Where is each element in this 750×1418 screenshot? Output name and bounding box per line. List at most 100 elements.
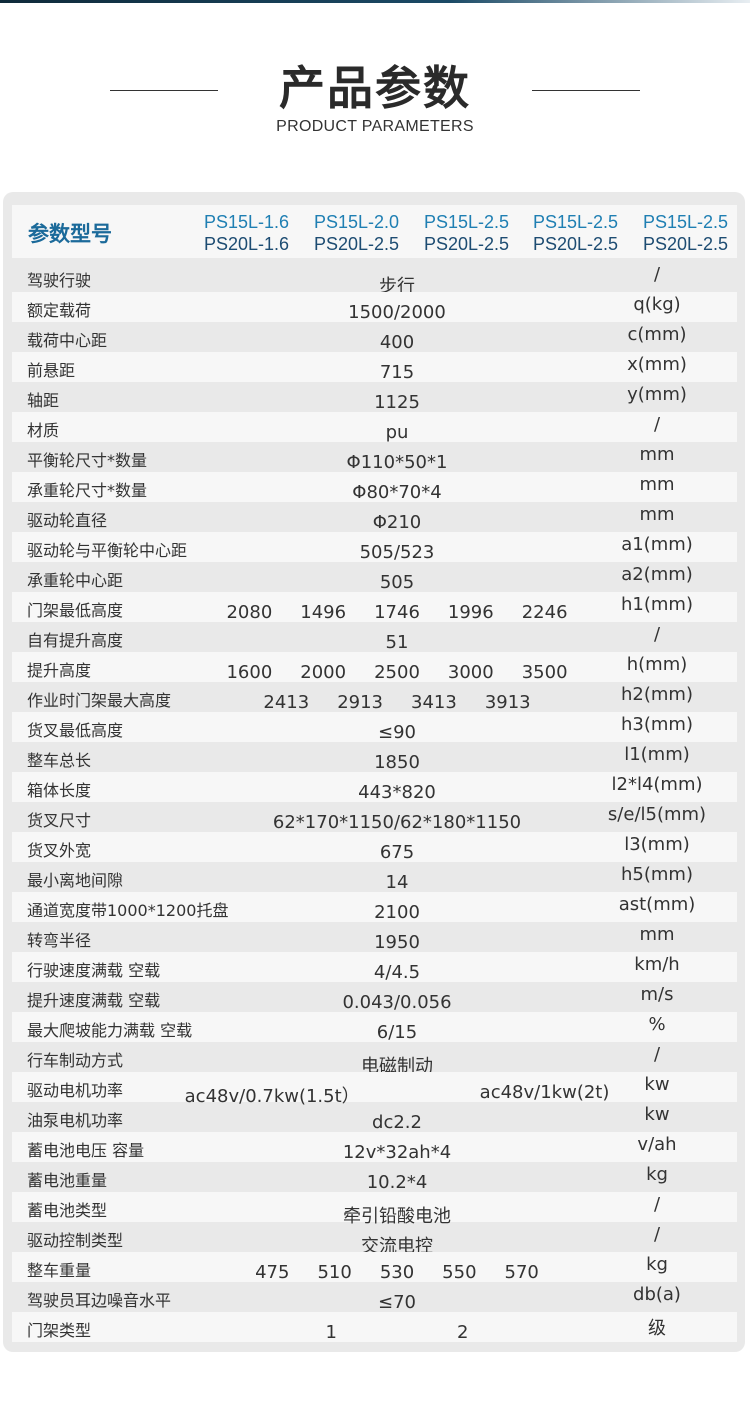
model-column-header: PS15L-2.0 PS20L-2.5 bbox=[314, 211, 424, 255]
row-label: 货叉尺寸 bbox=[27, 811, 92, 830]
model-name-15: PS15L-1.6 bbox=[204, 212, 290, 232]
row-value: ≤90 bbox=[378, 722, 416, 743]
row-values: 12v*32ah*4 bbox=[202, 1142, 592, 1163]
row-values: 4/4.5 bbox=[202, 962, 592, 983]
row-label: 驱动电机功率 bbox=[27, 1081, 124, 1100]
row-values: 62*170*1150/62*180*1150 bbox=[202, 812, 592, 833]
table-row: 驱动轮与平衡轮中心距 505/523 a1(mm) bbox=[12, 532, 737, 563]
row-value: 10.2*4 bbox=[366, 1172, 428, 1193]
table-row: 驱动轮直径 Φ210 mm bbox=[12, 502, 737, 533]
row-label: 驱动轮与平衡轮中心距 bbox=[27, 541, 188, 560]
row-values: Φ210 bbox=[202, 512, 592, 533]
row-value: 12v*32ah*4 bbox=[342, 1142, 452, 1163]
row-value: Φ210 bbox=[372, 512, 422, 533]
row-label: 箱体长度 bbox=[27, 781, 92, 800]
table-row: 门架最低高度 2080 1496 1746 1996 2246 h1(mm) bbox=[12, 592, 737, 623]
parameters-table: 参数型号 PS15L-1.6 PS20L-1.6 PS15L-2.0 PS20L-2.… bbox=[3, 192, 745, 1352]
row-unit: / bbox=[653, 264, 661, 285]
row-values: 505 bbox=[202, 572, 592, 593]
row-value: 62*170*1150/62*180*1150 bbox=[272, 812, 522, 833]
model-name-20: PS20L-2.5 bbox=[424, 234, 510, 254]
row-label: 轴距 bbox=[27, 391, 60, 410]
table-row: 材质 pu / bbox=[12, 412, 737, 443]
row-values: 505/523 bbox=[202, 542, 592, 563]
table-row: 提升高度 1600 2000 2500 3000 3500 h(mm) bbox=[12, 652, 737, 683]
row-unit: l1(mm) bbox=[624, 744, 690, 765]
table-row: 货叉尺寸 62*170*1150/62*180*1150 s/e/l5(mm) bbox=[12, 802, 737, 833]
row-values: 1125 bbox=[202, 392, 592, 413]
row-value: 1500/2000 bbox=[348, 302, 446, 323]
row-label: 行驶速度满载 空载 bbox=[27, 961, 161, 980]
row-unit: / bbox=[653, 1194, 661, 1215]
row-value: 530 bbox=[379, 1262, 415, 1283]
row-label: 转弯半径 bbox=[27, 931, 92, 950]
row-value: 2100 bbox=[374, 902, 420, 923]
row-unit: mm bbox=[639, 504, 675, 525]
row-value: 4/4.5 bbox=[373, 962, 421, 983]
table-row: 额定载荷 1500/2000 q(kg) bbox=[12, 292, 737, 323]
model-column-header: PS15L-2.5 PS20L-2.5 bbox=[643, 211, 750, 255]
row-values: 1600 2000 2500 3000 3500 bbox=[202, 662, 592, 683]
row-value: 475 bbox=[255, 1262, 290, 1283]
row-label: 自有提升高度 bbox=[27, 631, 124, 650]
table-row: 行车制动方式 电磁制动 / bbox=[12, 1042, 737, 1077]
table-body: 驾驶行驶 步行 / 额定载荷 1500/2000 q(kg) 载荷中心距 400 c(mm) 前悬… bbox=[12, 262, 737, 1343]
row-label: 驾驶员耳边噪音水平 bbox=[27, 1291, 172, 1310]
table-row: 货叉外宽 675 l3(mm) bbox=[12, 832, 737, 863]
row-unit: db(a) bbox=[633, 1284, 681, 1305]
table-row: 通道宽度带1000*1200托盘 2100 ast(mm) bbox=[12, 892, 737, 923]
model-column-header: PS15L-2.5 PS20L-2.5 bbox=[533, 211, 643, 255]
model-name-20: PS20L-2.5 bbox=[314, 234, 400, 254]
row-unit: h(mm) bbox=[626, 654, 688, 675]
table-row: 门架类型 1 2 级 bbox=[12, 1312, 737, 1343]
row-unit: h3(mm) bbox=[621, 714, 693, 735]
table-row: 前悬距 715 x(mm) bbox=[12, 352, 737, 383]
row-values: 51 bbox=[202, 632, 592, 653]
table-row: 整车总长 1850 l1(mm) bbox=[12, 742, 737, 773]
row-values: ≤90 bbox=[202, 722, 592, 743]
row-label: 驾驶行驶 bbox=[27, 271, 92, 290]
row-label: 货叉外宽 bbox=[27, 841, 92, 860]
row-unit: y(mm) bbox=[627, 384, 687, 405]
row-values: 2413 2913 3413 3913 bbox=[202, 692, 592, 713]
table-row: 整车重量 475 510 530 550 570 kg bbox=[12, 1252, 737, 1283]
row-value: 2246 bbox=[521, 602, 568, 623]
title-divider-right bbox=[532, 90, 640, 91]
row-unit: h1(mm) bbox=[621, 594, 693, 615]
row-label: 整车重量 bbox=[27, 1261, 92, 1280]
table-row: 驱动电机功率 ac48v/0.7kw(1.5t） ac48v/1kw(2t) kw bbox=[12, 1072, 737, 1107]
row-unit: kg bbox=[646, 1164, 668, 1185]
row-value: ac48v/1kw(2t) bbox=[479, 1082, 610, 1103]
row-values: 400 bbox=[202, 332, 592, 353]
table-row: 驾驶员耳边噪音水平 ≤70 db(a) bbox=[12, 1282, 737, 1313]
row-value: 1746 bbox=[374, 602, 420, 623]
row-label: 整车总长 bbox=[27, 751, 92, 770]
table-row: 平衡轮尺寸*数量 Φ110*50*1 mm bbox=[12, 442, 737, 473]
row-label: 通道宽度带1000*1200托盘 bbox=[27, 901, 229, 920]
row-value: 3913 bbox=[484, 692, 531, 713]
model-name-20: PS20L-1.6 bbox=[204, 234, 290, 254]
row-unit: c(mm) bbox=[627, 324, 687, 345]
row-value: 0.043/0.056 bbox=[342, 992, 452, 1013]
row-unit: kg bbox=[646, 1254, 668, 1275]
row-unit: l2*l4(mm) bbox=[611, 774, 703, 795]
row-value: 510 bbox=[317, 1262, 352, 1283]
table-row: 轴距 1125 y(mm) bbox=[12, 382, 737, 413]
top-accent-bar bbox=[0, 0, 750, 3]
row-values: 交流电控 bbox=[202, 1232, 592, 1258]
row-unit: kw bbox=[644, 1104, 670, 1125]
row-unit: % bbox=[648, 1014, 666, 1035]
row-unit: a2(mm) bbox=[621, 564, 693, 585]
row-value: 交流电控 bbox=[361, 1236, 433, 1257]
row-value: 3500 bbox=[521, 662, 568, 683]
table-row: 承重轮中心距 505 a2(mm) bbox=[12, 562, 737, 593]
row-value: 3413 bbox=[411, 692, 457, 713]
row-values: 2100 bbox=[202, 902, 592, 923]
row-value: 1 bbox=[325, 1322, 337, 1343]
row-value: 1950 bbox=[374, 932, 420, 953]
header-label: 参数型号 bbox=[28, 222, 112, 246]
model-name-20: PS20L-2.5 bbox=[643, 234, 729, 254]
table-row: 货叉最低高度 ≤90 h3(mm) bbox=[12, 712, 737, 743]
model-name-15: PS15L-2.5 bbox=[424, 212, 510, 232]
